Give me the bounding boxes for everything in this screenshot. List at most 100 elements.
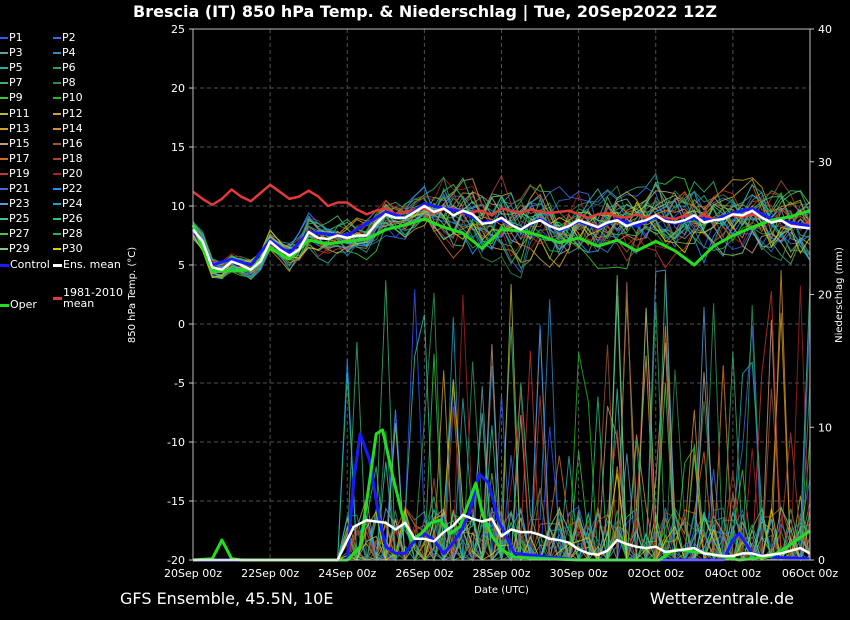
legend-label: P4	[62, 46, 76, 60]
legend-label: P29	[9, 242, 30, 256]
legend-label: P8	[62, 76, 76, 90]
y2-tick-label: 30	[818, 156, 832, 169]
legend-swatch	[0, 67, 8, 70]
legend-swatch	[0, 112, 8, 115]
series-ens-mean-precip	[193, 513, 811, 562]
legend-label: P2	[62, 31, 76, 44]
legend-label: P18	[62, 151, 83, 165]
legend-swatch	[53, 52, 61, 55]
legend-label: P26	[62, 212, 83, 226]
x-tick-label: 06Oct 00z	[782, 567, 839, 580]
legend-item: P23	[0, 198, 30, 210]
legend-item: P11	[0, 106, 30, 120]
legend-label: P3	[9, 46, 23, 60]
legend-item: P25	[0, 213, 30, 225]
legend-label: P6	[62, 61, 76, 75]
legend-swatch	[53, 157, 61, 160]
legend-label: P28	[62, 227, 83, 241]
legend-item: P2	[53, 32, 76, 44]
y-tick-label: -5	[174, 377, 185, 390]
legend-item: P9	[0, 92, 23, 104]
legend-swatch	[0, 97, 8, 100]
legend-item: 1981-2010 mean	[53, 287, 133, 309]
series-1981-2010-mean-temp	[192, 183, 811, 229]
x-axis-label: Date (UTC)	[474, 585, 529, 596]
legend-swatch	[53, 142, 61, 145]
legend-swatch	[53, 203, 61, 206]
legend-item: P10	[53, 92, 83, 104]
y-tick-label: 25	[171, 23, 185, 36]
legend-item: P6	[53, 62, 76, 74]
legend-swatch	[53, 172, 61, 175]
footer-source: GFS Ensemble, 45.5N, 10E	[120, 589, 334, 608]
legend-item: P22	[53, 183, 83, 195]
y-axis-label: 850 hPa Temp. (°C)	[127, 247, 138, 343]
legend-item: P28	[53, 228, 83, 240]
y-tick-label: 0	[178, 318, 185, 331]
series-ens-mean-temp	[192, 204, 811, 271]
legend-item: P1	[0, 32, 23, 44]
y2-tick-label: 20	[818, 289, 832, 302]
legend-label: P25	[9, 212, 30, 226]
member-temp-line	[192, 189, 811, 269]
axes: 25 20 15 10 5 0 -5 -10 -15 -20 40 30 20 10 0 20Sep 00z 2…	[127, 23, 845, 596]
y-tick-label: 20	[171, 82, 185, 95]
legend-item: P29	[0, 243, 30, 255]
member-temp-line	[192, 196, 811, 276]
legend-item: P26	[53, 213, 83, 225]
legend-swatch	[0, 37, 8, 39]
y2-tick-label: 10	[818, 421, 832, 434]
legend-item: P20	[53, 167, 83, 180]
legend-label: Control	[10, 258, 50, 271]
legend-label: Ens. mean	[63, 258, 121, 271]
legend-label: P23	[9, 197, 30, 211]
y2-tick-label: 0	[818, 554, 825, 567]
legend-swatch	[0, 82, 8, 85]
chart-title: Brescia (IT) 850 hPa Temp. & Niederschla…	[133, 2, 717, 21]
x-tick-label: 04Oct 00z	[705, 567, 762, 580]
legend-item: P27	[0, 228, 30, 240]
legend-swatch	[0, 52, 8, 55]
legend-swatch	[0, 157, 8, 160]
x-tick-label: 02Oct 00z	[628, 567, 685, 580]
legend-item: P14	[53, 122, 83, 135]
legend-swatch	[53, 127, 61, 130]
main-series	[191, 183, 811, 562]
legend-label: P22	[62, 182, 83, 195]
legend-swatch	[0, 248, 8, 251]
legend-item: P12	[53, 107, 83, 120]
y2-tick-label: 40	[818, 23, 832, 36]
legend-swatch	[53, 97, 61, 100]
legend-label: P27	[9, 227, 30, 241]
legend-swatch	[0, 218, 8, 221]
legend-item: P19	[0, 166, 30, 180]
legend-swatch	[0, 203, 8, 206]
legend-swatch	[53, 248, 61, 251]
legend-label: P24	[62, 197, 83, 211]
legend-item: P5	[0, 62, 23, 74]
legend-item: P18	[53, 151, 83, 165]
legend-label: P16	[62, 136, 83, 150]
legend-item: P21	[0, 183, 30, 195]
legend-swatch	[0, 127, 8, 130]
legend-item: Oper	[0, 299, 37, 311]
legend-swatch	[53, 296, 62, 300]
legend-label: P5	[9, 61, 23, 75]
legend-label: P11	[9, 106, 30, 120]
legend-item: P16	[53, 136, 83, 150]
x-tick-label: 26Sep 00z	[395, 567, 453, 580]
legend-label: P7	[9, 76, 23, 90]
x-tick-label: 24Sep 00z	[318, 567, 376, 580]
legend-item: P13	[0, 121, 30, 135]
legend-swatch	[0, 172, 8, 175]
legend-label: P13	[9, 121, 30, 135]
legend-label: P21	[9, 182, 30, 195]
footer-brand: Wetterzentrale.de	[649, 589, 794, 608]
legend-item: Control	[0, 259, 50, 271]
legend-label: P17	[9, 151, 30, 165]
legend-swatch	[0, 188, 8, 190]
legend-label: P19	[9, 166, 30, 180]
legend-label: P1	[9, 31, 23, 44]
legend-swatch	[0, 233, 8, 236]
